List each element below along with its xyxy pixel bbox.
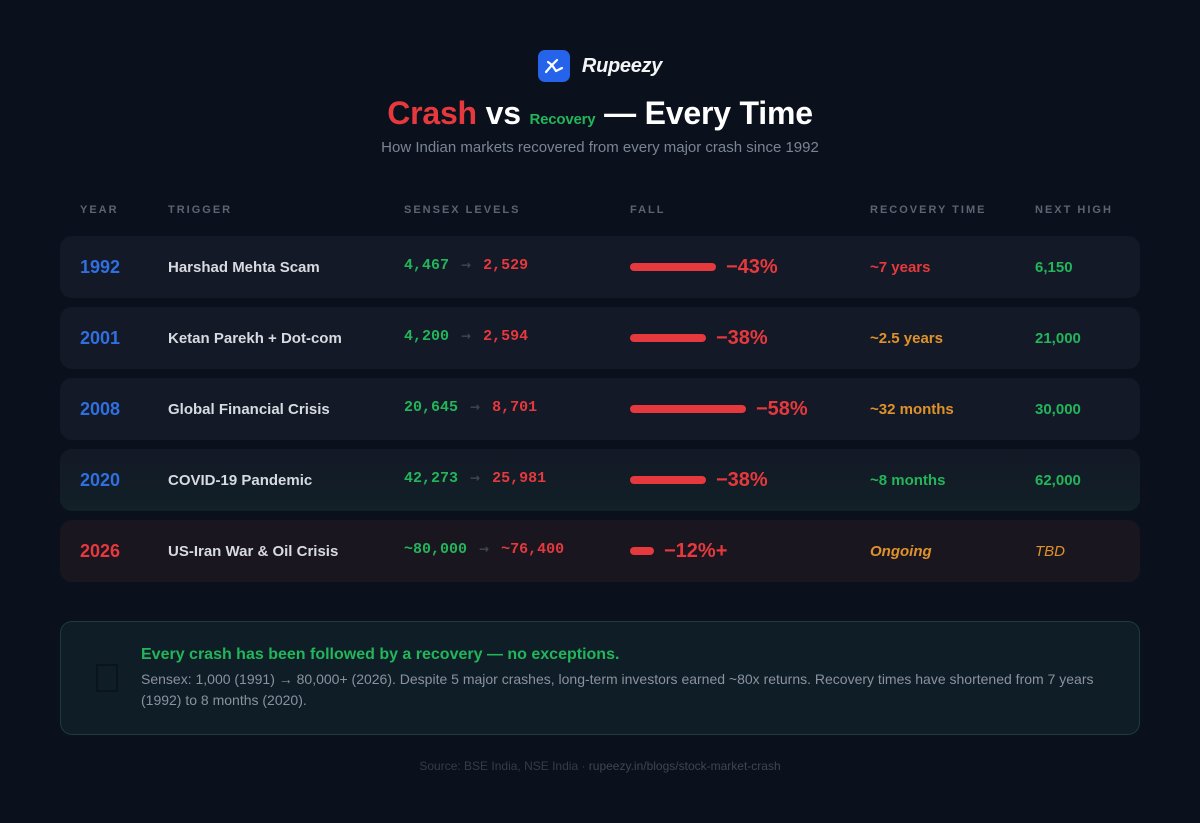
insight-callout: Every crash has been followed by a recov… — [60, 621, 1140, 735]
fall-percent: −58% — [756, 397, 808, 420]
brand-header: Rupeezy — [0, 50, 1200, 82]
title-crash: Crash — [387, 95, 477, 131]
row-recovery-time: ~8 months — [870, 471, 946, 489]
level-from: 42,273 — [404, 469, 459, 487]
arrow-right-icon: → — [470, 400, 481, 414]
table-row: 2008 Global Financial Crisis 20,645 → 8,… — [60, 378, 1140, 440]
row-sensex-levels: 42,273 → 25,981 — [404, 447, 546, 509]
row-sensex-levels: ~80,000 → ~76,400 — [404, 518, 564, 580]
row-sensex-levels: 20,645 → 8,701 — [404, 376, 537, 438]
arrow-right-icon: → — [470, 471, 481, 485]
column-header-trigger: TRIGGER — [168, 204, 233, 216]
missing-glyph-icon — [96, 664, 118, 692]
row-trigger: COVID-19 Pandemic — [168, 471, 313, 489]
source-link[interactable]: rupeezy.in/blogs/stock-market-crash — [588, 759, 781, 773]
row-next-high: 30,000 — [1035, 400, 1081, 418]
row-next-high: 21,000 — [1035, 329, 1081, 347]
row-recovery-time: ~2.5 years — [870, 329, 943, 347]
row-year: 2008 — [80, 398, 121, 419]
arrow-right-icon: → — [479, 542, 490, 556]
row-recovery-time: Ongoing — [870, 542, 932, 560]
column-header-sensex-levels: SENSEX LEVELS — [404, 204, 521, 216]
level-to: ~76,400 — [501, 540, 565, 558]
fall-bar — [630, 263, 716, 271]
level-from: 4,467 — [404, 256, 450, 274]
table-row: 2020 COVID-19 Pandemic 42,273 → 25,981 −… — [60, 449, 1140, 511]
arrow-right-icon: → — [461, 258, 472, 272]
column-header-next-high: NEXT HIGH — [1035, 204, 1113, 216]
row-sensex-levels: 4,467 → 2,529 — [404, 234, 528, 296]
row-year: 1992 — [80, 256, 121, 277]
fall-bar — [630, 334, 706, 342]
fall-percent: −38% — [716, 468, 768, 491]
page-subtitle: How Indian markets recovered from every … — [381, 139, 819, 156]
rupeezy-logo-icon — [537, 50, 570, 82]
fall-percent: −12%+ — [664, 539, 728, 562]
source-text: Source: BSE India, NSE India · — [419, 759, 589, 773]
title-every-time: — Every Time — [595, 95, 813, 131]
row-year: 2001 — [80, 327, 121, 348]
callout-title: Every crash has been followed by a recov… — [141, 646, 620, 663]
level-to: 2,594 — [483, 327, 529, 345]
column-header-year: YEAR — [80, 204, 119, 216]
table-row: 2001 Ketan Parekh + Dot-com 4,200 → 2,59… — [60, 307, 1140, 369]
level-to: 25,981 — [492, 469, 547, 487]
level-to: 8,701 — [492, 398, 538, 416]
row-year: 2026 — [80, 540, 121, 561]
row-trigger: Global Financial Crisis — [168, 400, 330, 418]
level-from: 4,200 — [404, 327, 450, 345]
row-trigger: Harshad Mehta Scam — [168, 258, 320, 276]
column-header-recovery-time: RECOVERY TIME — [870, 204, 987, 216]
row-fall: −43% — [630, 236, 778, 298]
row-next-high: TBD — [1035, 542, 1065, 560]
row-recovery-time: ~7 years — [870, 258, 931, 276]
fall-percent: −38% — [716, 326, 768, 349]
page-title: Crash vs Recovery — Every Time — [0, 95, 1200, 132]
level-from: 20,645 — [404, 398, 459, 416]
callout-body: Sensex: 1,000 (1991) → 80,000+ (2026). D… — [141, 671, 1094, 708]
row-trigger: US-Iran War & Oil Crisis — [168, 542, 339, 560]
row-next-high: 6,150 — [1035, 258, 1073, 276]
row-fall: −38% — [630, 307, 768, 369]
table-row-current: 2026 US-Iran War & Oil Crisis ~80,000 → … — [60, 520, 1140, 582]
fall-bar — [630, 476, 706, 484]
title-recovery: Recovery — [529, 111, 596, 128]
row-fall: −12%+ — [630, 520, 727, 582]
fall-percent: −43% — [726, 255, 778, 278]
row-year: 2020 — [80, 469, 121, 490]
arrow-right-icon: → — [461, 329, 472, 343]
row-fall: −58% — [630, 378, 808, 440]
source-footer: Source: BSE India, NSE India · rupeezy.i… — [0, 759, 1200, 773]
fall-bar — [630, 405, 746, 413]
table-row: 1992 Harshad Mehta Scam 4,467 → 2,529 −4… — [60, 236, 1140, 298]
row-sensex-levels: 4,200 → 2,594 — [404, 305, 528, 367]
brand-name: Rupeezy — [581, 54, 663, 77]
table-header: YEAR TRIGGER SENSEX LEVELS FALL RECOVERY… — [60, 204, 1140, 218]
title-vs: vs — [476, 95, 530, 131]
fall-bar — [630, 547, 654, 555]
column-header-fall: FALL — [630, 204, 666, 216]
level-from: ~80,000 — [404, 540, 468, 558]
level-to: 2,529 — [483, 256, 529, 274]
row-next-high: 62,000 — [1035, 471, 1081, 489]
row-recovery-time: ~32 months — [870, 400, 954, 418]
row-trigger: Ketan Parekh + Dot-com — [168, 329, 342, 347]
row-fall: −38% — [630, 449, 768, 511]
